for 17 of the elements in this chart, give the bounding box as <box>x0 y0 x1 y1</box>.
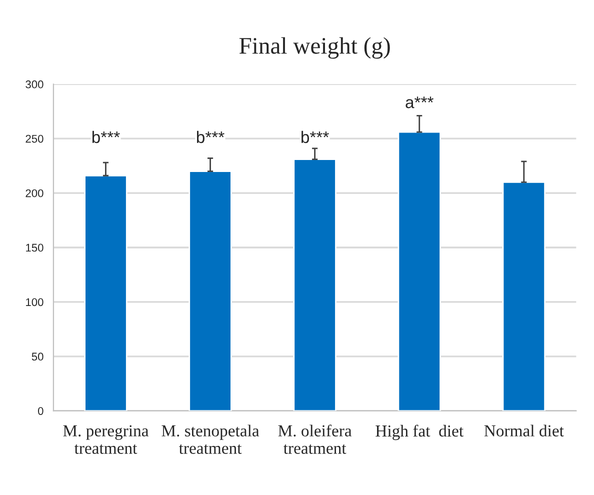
annotation: a*** <box>406 96 434 108</box>
x-tick-label: M. stenopetala treatment <box>162 424 260 454</box>
y-tick-label: 150 <box>26 244 44 252</box>
x-tick-label: M. peregrina treatment <box>63 425 149 454</box>
x-tick-label: Normal diet <box>484 424 564 436</box>
x-tick-label: M. oleifera treatment <box>278 424 352 454</box>
chart-title: Final weight (g) <box>239 37 390 59</box>
y-tick-label: 250 <box>26 134 44 143</box>
y-tick-label: 200 <box>26 189 44 198</box>
y-tick-label: 300 <box>26 80 44 88</box>
y-tick-label: 0 <box>38 407 44 415</box>
annotation: b*** <box>302 130 329 144</box>
annotation: b*** <box>196 130 224 144</box>
y-tick-label: 100 <box>26 298 44 306</box>
x-tick-label: High fat diet <box>376 424 464 440</box>
annotation: b*** <box>92 130 120 144</box>
y-tick-label: 50 <box>32 352 44 361</box>
